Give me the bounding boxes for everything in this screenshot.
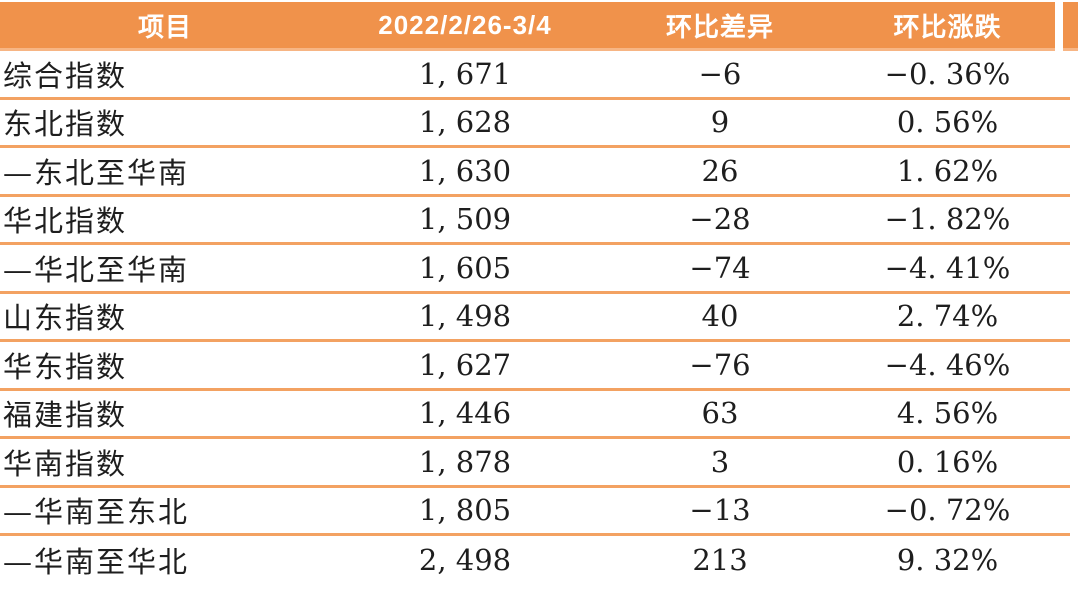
wow-pct-cell: 2. 74% <box>896 299 999 334</box>
table-row: —华南至东北 1, 805 −13 −0. 72% <box>0 488 1070 536</box>
wow-diff-cell: 3 <box>710 444 730 479</box>
wow-diff-cell: 26 <box>701 153 739 188</box>
header-cell-wow-diff: 环比差异 <box>665 11 774 42</box>
table-row: 山东指数 1, 498 40 2. 74% <box>0 294 1070 342</box>
index-value-cell: 1, 446 <box>418 396 512 431</box>
wow-pct-cell: −4. 46% <box>884 347 1011 382</box>
header-cell-wow-pct: 环比涨跌 <box>893 11 1002 42</box>
table-row: 华北指数 1, 509 −28 −1. 82% <box>0 197 1070 245</box>
row-label-cell: 华南指数 <box>3 446 128 481</box>
row-label-cell: 华东指数 <box>3 349 128 384</box>
row-label-cell: —东北至华南 <box>3 155 190 190</box>
row-label-cell: —华南至华北 <box>3 545 190 580</box>
wow-pct-cell: 0. 56% <box>896 105 999 140</box>
wow-diff-cell: 40 <box>701 299 739 334</box>
index-value-cell: 1, 630 <box>418 153 512 188</box>
index-value-cell: 1, 805 <box>418 493 512 528</box>
row-label-cell: 福建指数 <box>3 398 128 433</box>
row-label-cell: —华北至华南 <box>3 252 190 287</box>
wow-diff-cell: −13 <box>689 493 751 528</box>
index-value-cell: 1, 605 <box>418 250 512 285</box>
table-row: —华北至华南 1, 605 −74 −4. 41% <box>0 245 1070 294</box>
row-label-cell: —华南至东北 <box>3 495 190 530</box>
wow-diff-cell: −28 <box>689 202 751 237</box>
next-column-header-fragment <box>1063 2 1078 51</box>
table-row: 福建指数 1, 446 63 4. 56% <box>0 391 1070 439</box>
wow-diff-cell: −6 <box>698 56 742 91</box>
table-row: 东北指数 1, 628 9 0. 56% <box>0 100 1070 148</box>
wow-diff-cell: 9 <box>710 105 730 140</box>
index-value-cell: 1, 627 <box>418 347 512 382</box>
wow-pct-cell: 9. 32% <box>896 543 999 578</box>
wow-pct-cell: 4. 56% <box>896 396 999 431</box>
wow-diff-cell: 213 <box>692 543 748 578</box>
wow-pct-cell: 1. 62% <box>896 153 999 188</box>
table-row: —华南至华北 2, 498 213 9. 32% <box>0 536 1070 585</box>
wow-pct-cell: −0. 72% <box>884 493 1011 528</box>
wow-diff-cell: −74 <box>689 250 751 285</box>
table-row: 华南指数 1, 878 3 0. 16% <box>0 439 1070 488</box>
header-cell-week-range: 2022/2/26-3/4 <box>378 9 552 40</box>
row-label-cell: 华北指数 <box>3 204 128 239</box>
wow-pct-cell: −4. 41% <box>884 250 1011 285</box>
index-value-cell: 1, 509 <box>418 202 512 237</box>
index-value-cell: 2, 498 <box>418 543 512 578</box>
index-value-cell: 1, 671 <box>418 56 512 91</box>
table-header-row: 项目 2022/2/26-3/4 环比差异 环比涨跌 <box>0 2 1055 51</box>
wow-diff-cell: −76 <box>689 347 751 382</box>
header-cell-item: 项目 <box>137 11 192 42</box>
table-row: —东北至华南 1, 630 26 1. 62% <box>0 148 1070 197</box>
row-label-cell: 山东指数 <box>3 301 128 336</box>
table-body: 综合指数 1, 671 −6 −0. 36% 东北指数 1, 628 9 0. … <box>0 51 1070 585</box>
row-label-cell: 东北指数 <box>3 107 128 142</box>
wow-diff-cell: 63 <box>701 396 739 431</box>
wow-pct-cell: −1. 82% <box>884 202 1011 237</box>
index-value-cell: 1, 878 <box>418 444 512 479</box>
row-label-cell: 综合指数 <box>3 58 128 93</box>
index-value-cell: 1, 498 <box>418 299 512 334</box>
wow-pct-cell: 0. 16% <box>896 444 999 479</box>
index-value-cell: 1, 628 <box>418 105 512 140</box>
wow-pct-cell: −0. 36% <box>884 56 1011 91</box>
table-row: 华东指数 1, 627 −76 −4. 46% <box>0 342 1070 391</box>
table-row: 综合指数 1, 671 −6 −0. 36% <box>0 51 1070 100</box>
